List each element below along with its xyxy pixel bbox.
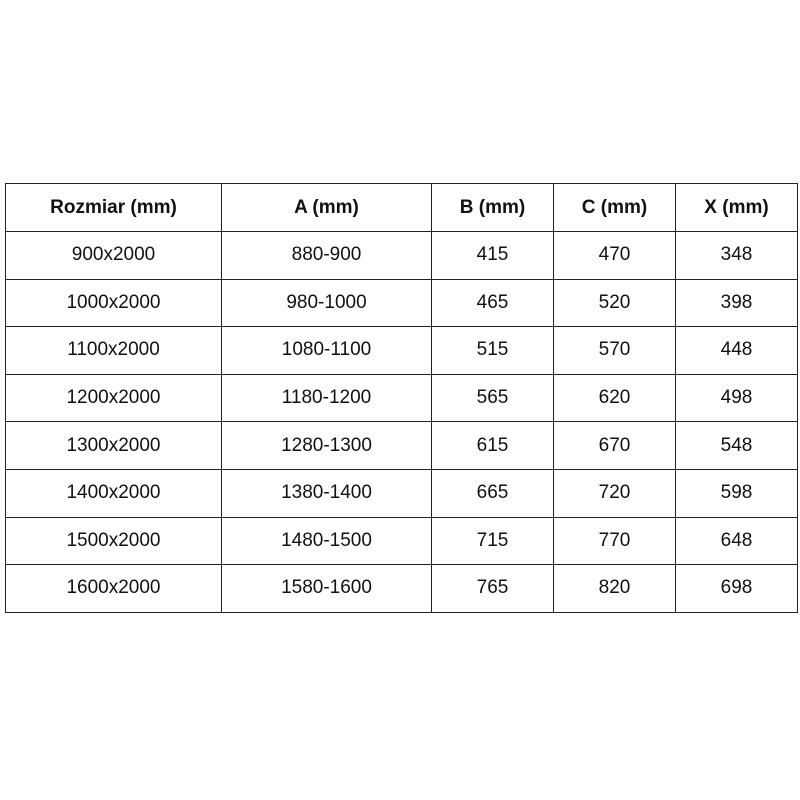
cell-c: 720	[553, 468, 676, 518]
table-row: 1100x2000 1080-1100 515 570 448	[5, 326, 798, 375]
cell-rozmiar: 900x2000	[5, 231, 222, 280]
cell-c: 620	[553, 373, 676, 423]
dimensions-table: Rozmiar (mm) A (mm) B (mm) C (mm) X (mm)…	[5, 183, 798, 613]
header-x: X (mm)	[675, 183, 798, 232]
cell-a: 1480-1500	[221, 516, 432, 566]
cell-a: 1180-1200	[221, 373, 432, 423]
cell-c: 570	[553, 326, 676, 375]
cell-b: 765	[431, 564, 554, 613]
table-row: 900x2000 880-900 415 470 348	[5, 231, 798, 280]
cell-x: 648	[675, 516, 798, 566]
cell-a: 880-900	[221, 231, 432, 280]
cell-a: 1280-1300	[221, 421, 432, 470]
cell-a: 1580-1600	[221, 564, 432, 613]
cell-b: 615	[431, 421, 554, 470]
cell-rozmiar: 1100x2000	[5, 326, 222, 375]
cell-a: 1380-1400	[221, 468, 432, 518]
cell-b: 465	[431, 278, 554, 328]
cell-a: 1080-1100	[221, 326, 432, 375]
cell-b: 515	[431, 326, 554, 375]
cell-b: 415	[431, 231, 554, 280]
header-rozmiar: Rozmiar (mm)	[5, 183, 222, 232]
cell-c: 820	[553, 564, 676, 613]
cell-rozmiar: 1400x2000	[5, 468, 222, 518]
header-row: Rozmiar (mm) A (mm) B (mm) C (mm) X (mm)	[5, 183, 798, 232]
cell-x: 348	[675, 231, 798, 280]
header-c: C (mm)	[553, 183, 676, 232]
header-a: A (mm)	[221, 183, 432, 232]
cell-rozmiar: 1000x2000	[5, 278, 222, 328]
table-row: 1000x2000 980-1000 465 520 398	[5, 278, 798, 328]
cell-c: 770	[553, 516, 676, 566]
cell-x: 448	[675, 326, 798, 375]
cell-b: 565	[431, 373, 554, 423]
cell-b: 715	[431, 516, 554, 566]
table-row: 1500x2000 1480-1500 715 770 648	[5, 516, 798, 566]
cell-a: 980-1000	[221, 278, 432, 328]
cell-rozmiar: 1500x2000	[5, 516, 222, 566]
cell-x: 598	[675, 468, 798, 518]
cell-x: 498	[675, 373, 798, 423]
cell-x: 548	[675, 421, 798, 470]
table-row: 1400x2000 1380-1400 665 720 598	[5, 468, 798, 518]
header-b: B (mm)	[431, 183, 554, 232]
cell-x: 698	[675, 564, 798, 613]
cell-c: 520	[553, 278, 676, 328]
cell-c: 670	[553, 421, 676, 470]
table-row: 1600x2000 1580-1600 765 820 698	[5, 564, 798, 613]
cell-x: 398	[675, 278, 798, 328]
table-row: 1200x2000 1180-1200 565 620 498	[5, 373, 798, 423]
cell-c: 470	[553, 231, 676, 280]
cell-rozmiar: 1600x2000	[5, 564, 222, 613]
cell-rozmiar: 1200x2000	[5, 373, 222, 423]
cell-rozmiar: 1300x2000	[5, 421, 222, 470]
table-row: 1300x2000 1280-1300 615 670 548	[5, 421, 798, 470]
cell-b: 665	[431, 468, 554, 518]
